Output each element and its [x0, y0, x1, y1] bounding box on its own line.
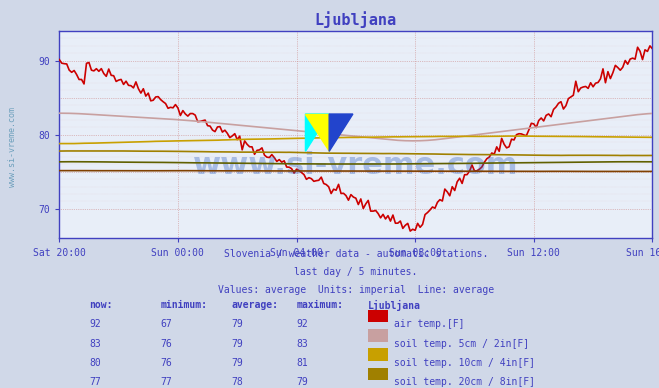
Text: www.si-vreme.com: www.si-vreme.com	[8, 107, 17, 187]
FancyBboxPatch shape	[368, 348, 389, 361]
Text: 80: 80	[89, 358, 101, 368]
Text: 79: 79	[297, 378, 308, 388]
Text: 83: 83	[89, 339, 101, 349]
Text: 79: 79	[231, 319, 243, 329]
Text: Ljubljana: Ljubljana	[368, 300, 420, 311]
Text: 81: 81	[297, 358, 308, 368]
Text: Values: average  Units: imperial  Line: average: Values: average Units: imperial Line: av…	[217, 285, 494, 295]
Polygon shape	[305, 114, 330, 151]
Text: 92: 92	[297, 319, 308, 329]
Polygon shape	[330, 114, 353, 151]
Text: air temp.[F]: air temp.[F]	[395, 319, 465, 329]
Text: soil temp. 5cm / 2in[F]: soil temp. 5cm / 2in[F]	[395, 339, 530, 349]
Text: average:: average:	[231, 300, 278, 310]
Text: 79: 79	[231, 339, 243, 349]
Text: 77: 77	[89, 378, 101, 388]
Text: 77: 77	[160, 378, 172, 388]
Text: last day / 5 minutes.: last day / 5 minutes.	[294, 267, 418, 277]
FancyBboxPatch shape	[368, 310, 389, 322]
FancyBboxPatch shape	[368, 329, 389, 341]
Text: Slovenia / weather data - automatic stations.: Slovenia / weather data - automatic stat…	[223, 249, 488, 259]
FancyBboxPatch shape	[368, 387, 389, 388]
Polygon shape	[305, 114, 330, 151]
Text: 79: 79	[231, 358, 243, 368]
Title: Ljubljana: Ljubljana	[315, 12, 397, 28]
Text: minimum:: minimum:	[160, 300, 207, 310]
Text: 67: 67	[160, 319, 172, 329]
Text: maximum:: maximum:	[297, 300, 343, 310]
Text: 92: 92	[89, 319, 101, 329]
Text: soil temp. 20cm / 8in[F]: soil temp. 20cm / 8in[F]	[395, 378, 535, 388]
Text: 78: 78	[231, 378, 243, 388]
FancyBboxPatch shape	[368, 368, 389, 380]
Text: 76: 76	[160, 339, 172, 349]
Text: soil temp. 10cm / 4in[F]: soil temp. 10cm / 4in[F]	[395, 358, 535, 368]
Text: 83: 83	[297, 339, 308, 349]
Text: www.si-vreme.com: www.si-vreme.com	[193, 151, 519, 180]
Text: 76: 76	[160, 358, 172, 368]
Text: now:: now:	[89, 300, 113, 310]
